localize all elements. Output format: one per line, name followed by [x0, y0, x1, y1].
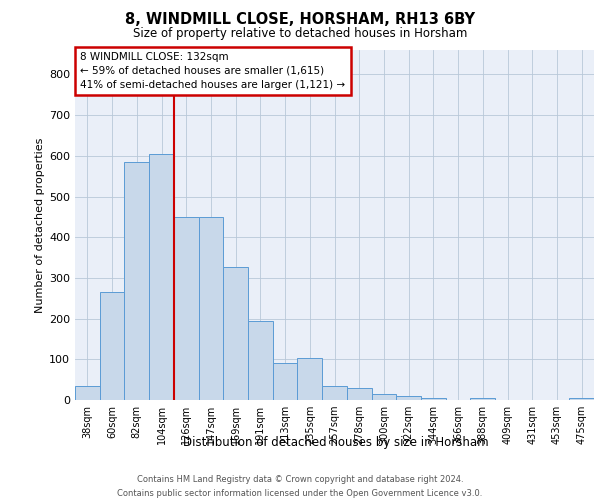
Bar — [100, 292, 124, 400]
Bar — [149, 154, 174, 400]
Bar — [75, 386, 100, 400]
Bar — [124, 162, 149, 400]
Text: Distribution of detached houses by size in Horsham: Distribution of detached houses by size … — [183, 436, 489, 449]
Bar — [223, 266, 248, 400]
Bar — [322, 386, 347, 400]
Text: 8, WINDMILL CLOSE, HORSHAM, RH13 6BY: 8, WINDMILL CLOSE, HORSHAM, RH13 6BY — [125, 12, 475, 28]
Bar — [569, 398, 594, 400]
Text: Contains HM Land Registry data © Crown copyright and database right 2024.
Contai: Contains HM Land Registry data © Crown c… — [118, 476, 482, 498]
Text: 8 WINDMILL CLOSE: 132sqm
← 59% of detached houses are smaller (1,615)
41% of sem: 8 WINDMILL CLOSE: 132sqm ← 59% of detach… — [80, 52, 346, 90]
Bar — [273, 364, 298, 400]
Y-axis label: Number of detached properties: Number of detached properties — [35, 138, 45, 312]
Text: Size of property relative to detached houses in Horsham: Size of property relative to detached ho… — [133, 28, 467, 40]
Bar — [174, 217, 199, 400]
Bar — [199, 217, 223, 400]
Bar — [347, 388, 371, 400]
Bar — [421, 398, 446, 400]
Bar — [470, 398, 495, 400]
Bar — [298, 358, 322, 400]
Bar — [371, 394, 396, 400]
Bar — [248, 320, 273, 400]
Bar — [396, 396, 421, 400]
